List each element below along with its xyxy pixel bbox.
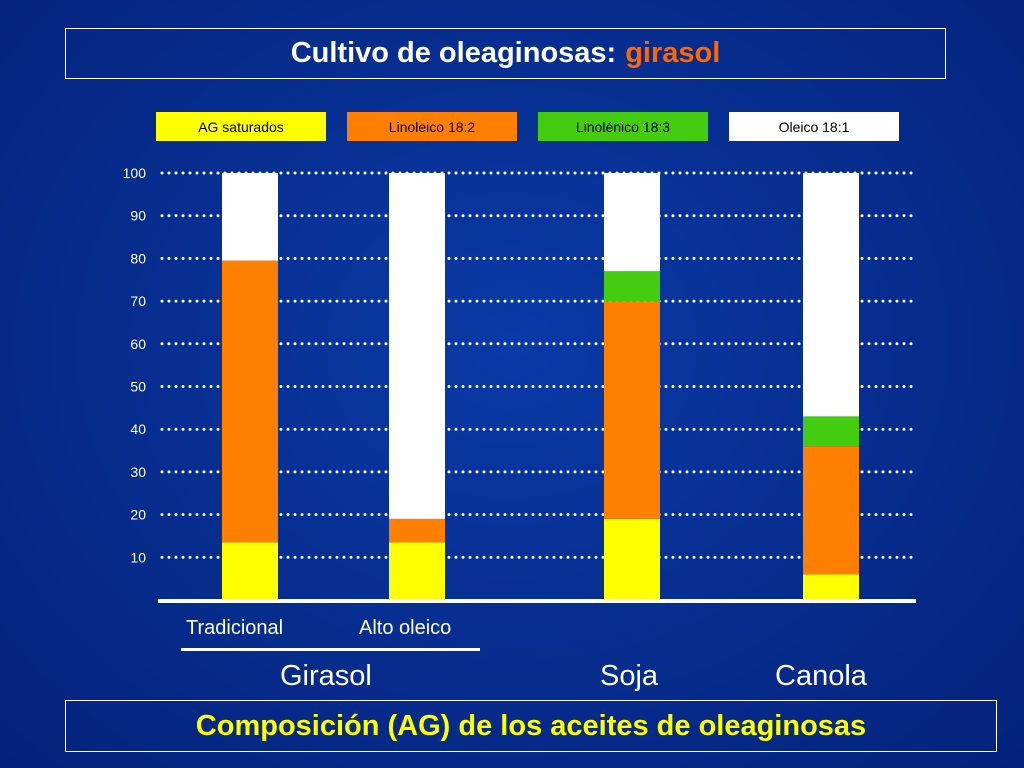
y-tick-label: 30 [130, 464, 146, 480]
title-text: Cultivo de oleaginosas: [290, 37, 617, 69]
legend-linoleico: Linoleico 18:2 [347, 112, 517, 141]
y-tick-label: 100 [123, 165, 147, 181]
y-tick-label: 40 [130, 421, 146, 437]
slide-title: Cultivo de oleaginosas: girasol [65, 28, 946, 79]
y-tick-label: 20 [130, 507, 146, 523]
category-label-alto-oleico: Alto oleico [359, 617, 452, 639]
footer-text: Composición (AG) de los aceites de oleag… [195, 709, 867, 742]
legend-saturados: AG saturados [156, 112, 326, 141]
bar-segment [389, 518, 445, 543]
bar-segment [604, 271, 660, 302]
bar-segment [803, 416, 859, 447]
y-tick-label: 90 [130, 208, 146, 224]
legend-label: Linoleico 18:2 [388, 118, 476, 135]
y-tick-label: 80 [130, 250, 146, 266]
bar-segment [604, 301, 660, 519]
group-label-girasol: Girasol [280, 660, 372, 692]
group-label-canola: Canola [775, 660, 867, 692]
y-tick-label: 70 [130, 293, 146, 309]
legend-linolenico: Linolénico 18:3 [538, 112, 708, 141]
bar-segment [222, 173, 278, 261]
title-highlight: girasol [625, 37, 721, 69]
y-tick-label: 60 [130, 336, 146, 352]
y-tick-label: 50 [130, 379, 146, 395]
legend-oleico: Oleico 18:1 [729, 112, 899, 141]
bar-segment [604, 518, 660, 600]
girasol-group-bracket [181, 648, 480, 651]
bar-segment [389, 542, 445, 600]
bar-segment [604, 173, 660, 272]
y-tick-label: 10 [130, 549, 146, 565]
legend-label: Oleico 18:1 [778, 118, 850, 135]
legend-label: AG saturados [198, 118, 284, 135]
slide-footer: Composición (AG) de los aceites de oleag… [65, 700, 997, 752]
legend-label: Linolénico 18:3 [575, 118, 671, 135]
bar-segment [222, 542, 278, 600]
bar-segment [222, 260, 278, 543]
bar-segment [803, 446, 859, 575]
group-label-soja: Soja [600, 660, 659, 692]
bar-segment [803, 574, 859, 600]
bar-segment [389, 173, 445, 519]
category-label-tradicional: Tradicional [186, 617, 284, 639]
bar-segment [803, 173, 859, 417]
